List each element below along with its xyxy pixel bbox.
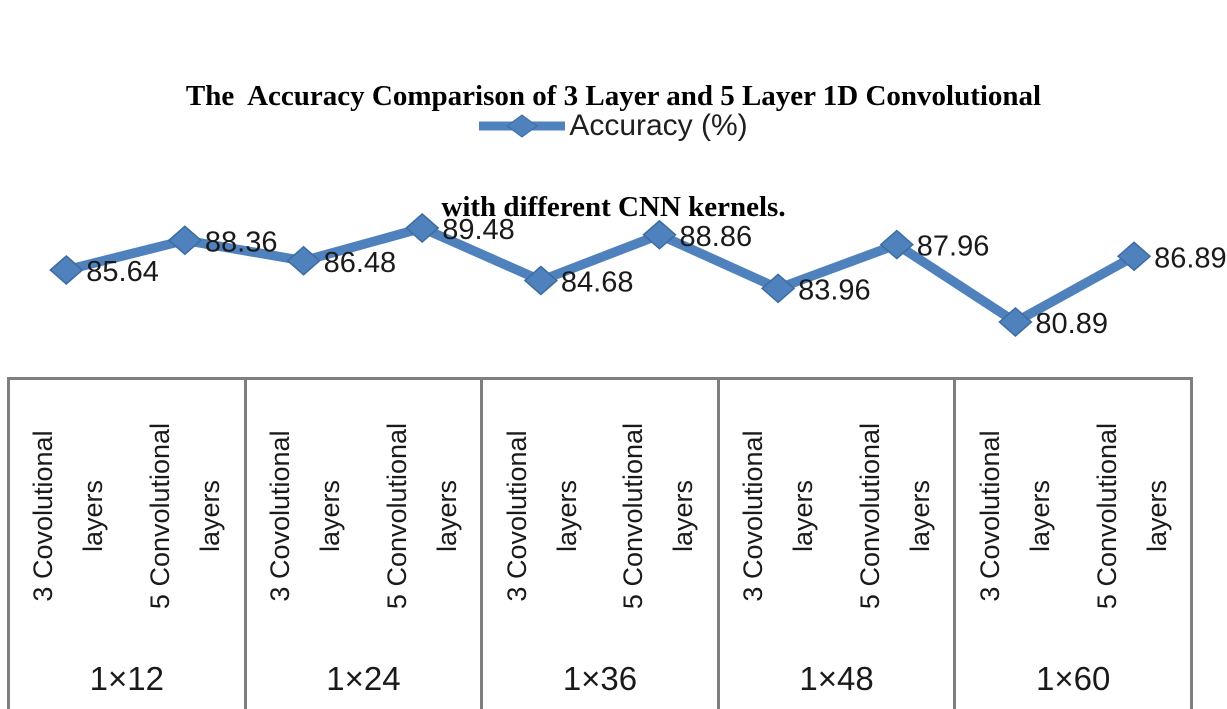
data-point-label: 84.68 [561, 267, 634, 299]
sub-category-labels: 3 Covolutional layers 5 Convolutional la… [483, 380, 717, 652]
data-point-marker [49, 255, 84, 285]
x-axis-group-label: 1×36 [562, 660, 638, 697]
sub-cell: 5 Convolutional layers [363, 380, 480, 652]
data-point-marker [167, 225, 203, 256]
x-axis-sub-label: 5 Convolutional layers [145, 422, 226, 610]
sub-cell: 3 Covolutional layers [720, 380, 837, 652]
sub-cell: 3 Covolutional layers [483, 380, 600, 652]
legend-line-diamond-icon [479, 114, 566, 138]
x-axis-sub-label: 3 Covolutional layers [738, 430, 819, 602]
data-point-label: 83.96 [798, 274, 871, 306]
x-axis-sub-label: 5 Convolutional layers [381, 422, 462, 610]
legend-label: Accuracy (%) [569, 109, 748, 142]
data-point-label: 88.36 [205, 226, 278, 258]
data-point-marker [998, 307, 1033, 337]
x-axis-sub-label: 5 Convolutional layers [618, 422, 699, 610]
x-axis-group-label: 1×24 [326, 660, 401, 697]
data-point-label: 86.89 [1154, 242, 1227, 274]
x-axis-group-label: 1×12 [89, 660, 164, 697]
x-axis-group-1x12: 3 Covolutional layers 5 Convolutional la… [10, 380, 244, 709]
data-point-marker [1116, 241, 1152, 272]
data-point-marker [879, 229, 914, 260]
sub-cell: 5 Convolutional layers [837, 380, 954, 652]
chart-title-line1: The Accuracy Comparison of 3 Layer and 5… [185, 80, 1042, 112]
x-axis-group-1x24: 3 Covolutional layers 5 Convolutional la… [243, 380, 481, 709]
data-point-marker [760, 273, 796, 304]
x-axis-sub-label: 3 Covolutional layers [264, 430, 345, 602]
x-axis-table: 3 Covolutional layers 5 Convolutional la… [7, 377, 1193, 709]
x-axis-group-label: 1×48 [799, 660, 874, 697]
sub-cell: 5 Convolutional layers [127, 380, 244, 652]
x-axis-sub-label: 5 Convolutional layers [854, 422, 935, 610]
data-point-label: 88.86 [680, 221, 753, 253]
chart-title: The Accuracy Comparison of 3 Layer and 5… [0, 4, 1227, 300]
accuracy-series-line [61, 223, 1139, 327]
x-axis-group-1x48: 3 Covolutional layers 5 Convolutional la… [716, 380, 954, 709]
sub-category-labels: 3 Covolutional layers 5 Convolutional la… [956, 380, 1190, 652]
data-point-label: 89.48 [442, 214, 515, 246]
data-point-marker [642, 219, 677, 250]
x-axis-sub-label: 3 Covolutional layers [974, 430, 1055, 602]
data-point-label: 80.89 [1035, 308, 1108, 340]
x-axis-sub-label: 5 Convolutional layers [1091, 422, 1172, 610]
chart-title-line2: with different CNN kernels. [441, 191, 786, 223]
x-axis-group-1x36: 3 Covolutional layers 5 Convolutional la… [480, 380, 717, 709]
x-axis-group-1x60: 3 Covolutional layers 5 Convolutional la… [953, 380, 1190, 709]
sub-category-labels: 3 Covolutional layers 5 Convolutional la… [10, 380, 244, 652]
sub-cell: 5 Convolutional layers [600, 380, 717, 652]
data-point-label: 85.64 [86, 256, 159, 288]
x-axis-sub-label: 3 Covolutional layers [28, 430, 109, 602]
sub-cell: 3 Covolutional layers [10, 380, 127, 652]
sub-category-labels: 3 Covolutional layers 5 Convolutional la… [247, 380, 481, 652]
line-plot: 85.64 88.36 86.48 89.48 84.68 88.86 83.96 87.96… [49, 213, 1227, 340]
sub-cell: 3 Covolutional layers [247, 380, 364, 652]
sub-category-labels: 3 Covolutional layers 5 Convolutional la… [720, 380, 954, 652]
x-axis-sub-label: 3 Covolutional layers [501, 430, 582, 602]
sub-cell: 5 Convolutional layers [1073, 380, 1190, 652]
data-point-marker [286, 245, 321, 276]
data-point-label: 87.96 [917, 231, 990, 263]
x-axis-group-label: 1×60 [1036, 660, 1111, 697]
data-point-label: 86.48 [324, 247, 397, 279]
legend: Accuracy (%) [0, 106, 1227, 146]
sub-cell: 3 Covolutional layers [956, 380, 1073, 652]
data-point-marker [523, 265, 559, 296]
data-point-marker [405, 213, 440, 243]
